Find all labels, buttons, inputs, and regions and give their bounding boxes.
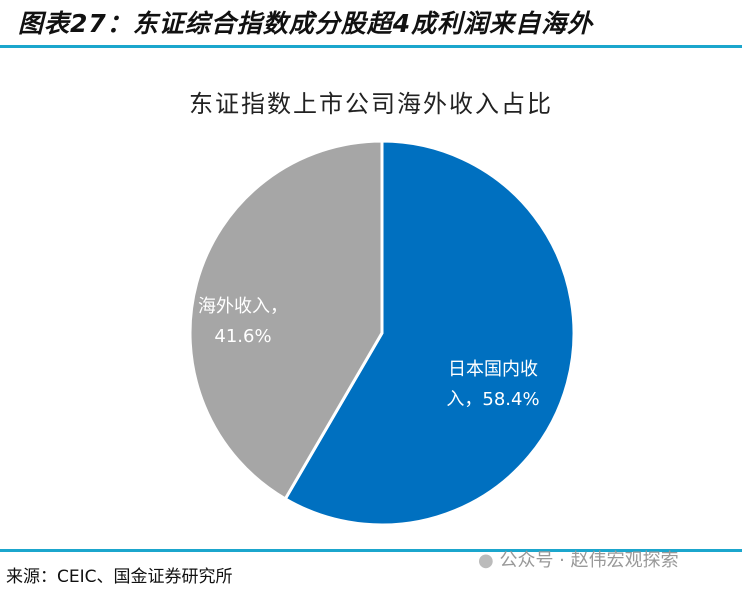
bottom-divider: [0, 549, 742, 552]
watermark-text: 公众号 · 赵伟宏观探索: [499, 550, 679, 571]
slice-data-label: 日本国内收: [448, 359, 538, 380]
slice-data-label: 41.6%: [214, 326, 271, 347]
figure-title: 图表27：东证综合指数成分股超4成利润来自海外: [18, 9, 594, 38]
pie-slice: [188, 139, 384, 501]
source-note: 来源：CEIC、国金证券研究所: [6, 567, 233, 587]
pie-slice: [283, 139, 576, 527]
chart-title: 东证指数上市公司海外收入占比: [189, 90, 553, 118]
slice-data-label: 海外收入，: [198, 296, 288, 317]
top-divider: [0, 45, 742, 48]
wechat-icon: ●: [478, 550, 494, 571]
slice-data-label: 入，58.4%: [446, 389, 539, 410]
watermark: ● 公众号 · 赵伟宏观探索: [478, 546, 679, 572]
